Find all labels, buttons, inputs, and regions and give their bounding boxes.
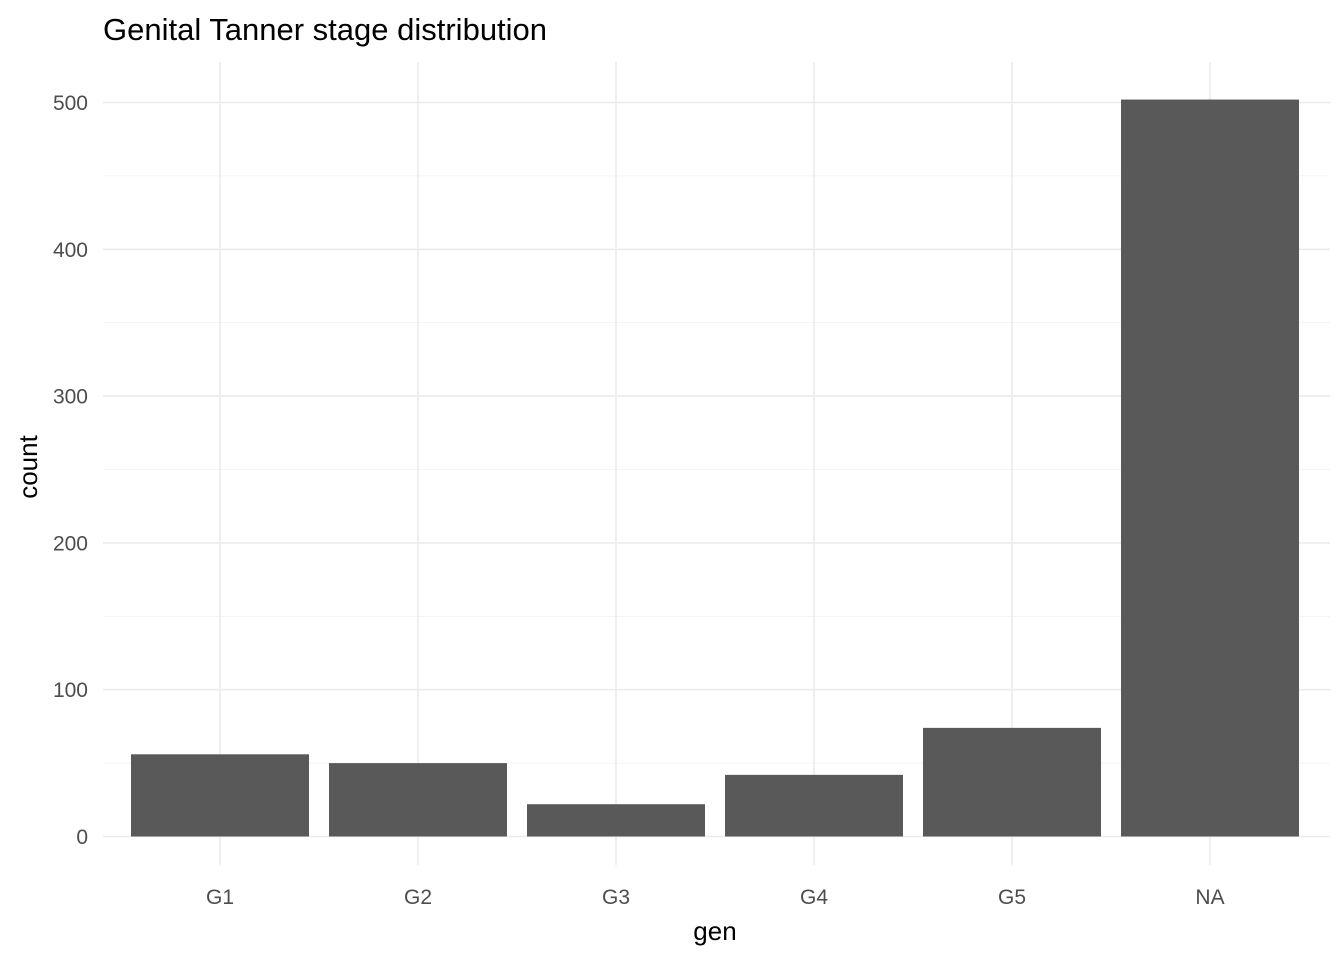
bar-g4 [725, 774, 903, 837]
x-tick-label: G3 [602, 886, 630, 909]
x-axis-ticks: G1 G2 G3 G4 G5 NA [206, 886, 1225, 909]
bar-g3 [527, 804, 705, 837]
x-tick-label: NA [1195, 886, 1224, 909]
x-axis-title: gen [693, 916, 736, 946]
y-tick-label: 100 [53, 679, 88, 702]
x-tick-label: G4 [800, 886, 828, 909]
x-tick-label: G5 [998, 886, 1026, 909]
bar-g2 [329, 763, 507, 837]
bar-na [1121, 99, 1299, 837]
bar-g5 [923, 727, 1101, 837]
y-axis-title: count [13, 434, 43, 498]
y-tick-label: 200 [53, 532, 88, 555]
y-tick-label: 500 [53, 92, 88, 115]
y-tick-label: 0 [76, 826, 88, 849]
x-tick-label: G1 [206, 886, 234, 909]
y-axis-ticks: 0 100 200 300 400 500 [53, 92, 88, 849]
y-tick-label: 400 [53, 239, 88, 262]
bar-g1 [131, 754, 309, 837]
x-tick-label: G2 [404, 886, 432, 909]
chart-title: Genital Tanner stage distribution [103, 12, 547, 47]
y-tick-label: 300 [53, 386, 88, 409]
bars [131, 99, 1299, 837]
